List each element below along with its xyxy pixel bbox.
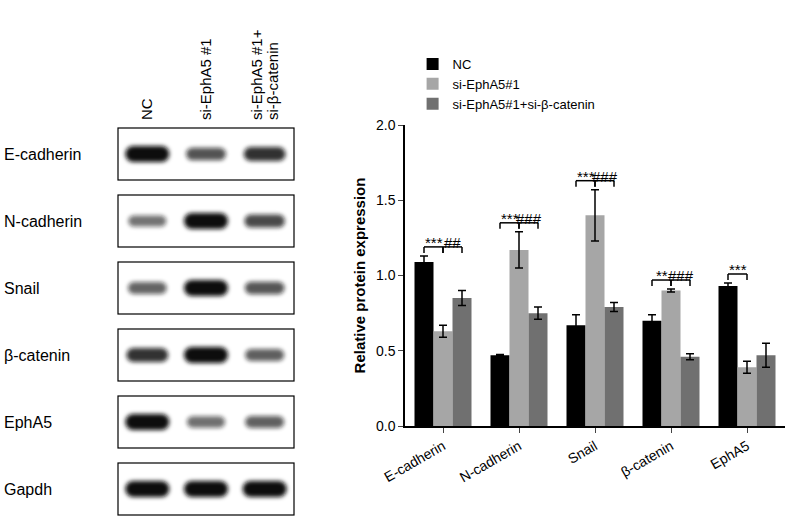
svg-text:N-cadherin: N-cadherin (457, 437, 524, 485)
svg-text:EphA5: EphA5 (4, 414, 52, 431)
svg-text:###: ### (516, 210, 542, 227)
svg-text:0.0: 0.0 (376, 418, 396, 434)
svg-text:N-cadherin: N-cadherin (4, 213, 82, 230)
svg-text:***: *** (577, 168, 595, 185)
svg-text:##: ## (444, 234, 461, 251)
svg-text:1.5: 1.5 (376, 192, 396, 208)
svg-text:**: ** (656, 267, 668, 284)
svg-text:E-cadherin: E-cadherin (381, 437, 448, 485)
svg-text:E-cadherin: E-cadherin (4, 146, 81, 163)
svg-text:###: ### (668, 267, 694, 284)
svg-text:Relative protein expression: Relative protein expression (351, 178, 368, 374)
svg-text:si-EphA5 #1: si-EphA5 #1 (197, 38, 214, 120)
svg-text:si-EphA5#1: si-EphA5#1 (453, 77, 520, 92)
svg-text:0.5: 0.5 (376, 343, 396, 359)
svg-text:β-catenin: β-catenin (618, 437, 676, 480)
svg-text:si-β-catenin: si-β-catenin (264, 42, 281, 120)
svg-text:si-EphA5 #1+: si-EphA5 #1+ (248, 29, 265, 120)
svg-text:2.0: 2.0 (376, 117, 396, 133)
svg-text:1.0: 1.0 (376, 267, 396, 283)
svg-text:Gapdh: Gapdh (4, 481, 52, 498)
svg-text:EphA5: EphA5 (708, 437, 753, 472)
svg-text:***: *** (501, 210, 519, 227)
svg-text:β-catenin: β-catenin (4, 347, 70, 364)
svg-text:NC: NC (453, 57, 472, 72)
svg-text:si-EphA5#1+si-β-catenin: si-EphA5#1+si-β-catenin (453, 97, 595, 112)
svg-text:***: *** (425, 234, 443, 251)
svg-text:Snail: Snail (565, 437, 600, 466)
svg-text:###: ### (592, 168, 618, 185)
svg-text:Snail: Snail (4, 280, 40, 297)
svg-text:***: *** (729, 261, 747, 278)
svg-text:NC: NC (138, 98, 155, 120)
